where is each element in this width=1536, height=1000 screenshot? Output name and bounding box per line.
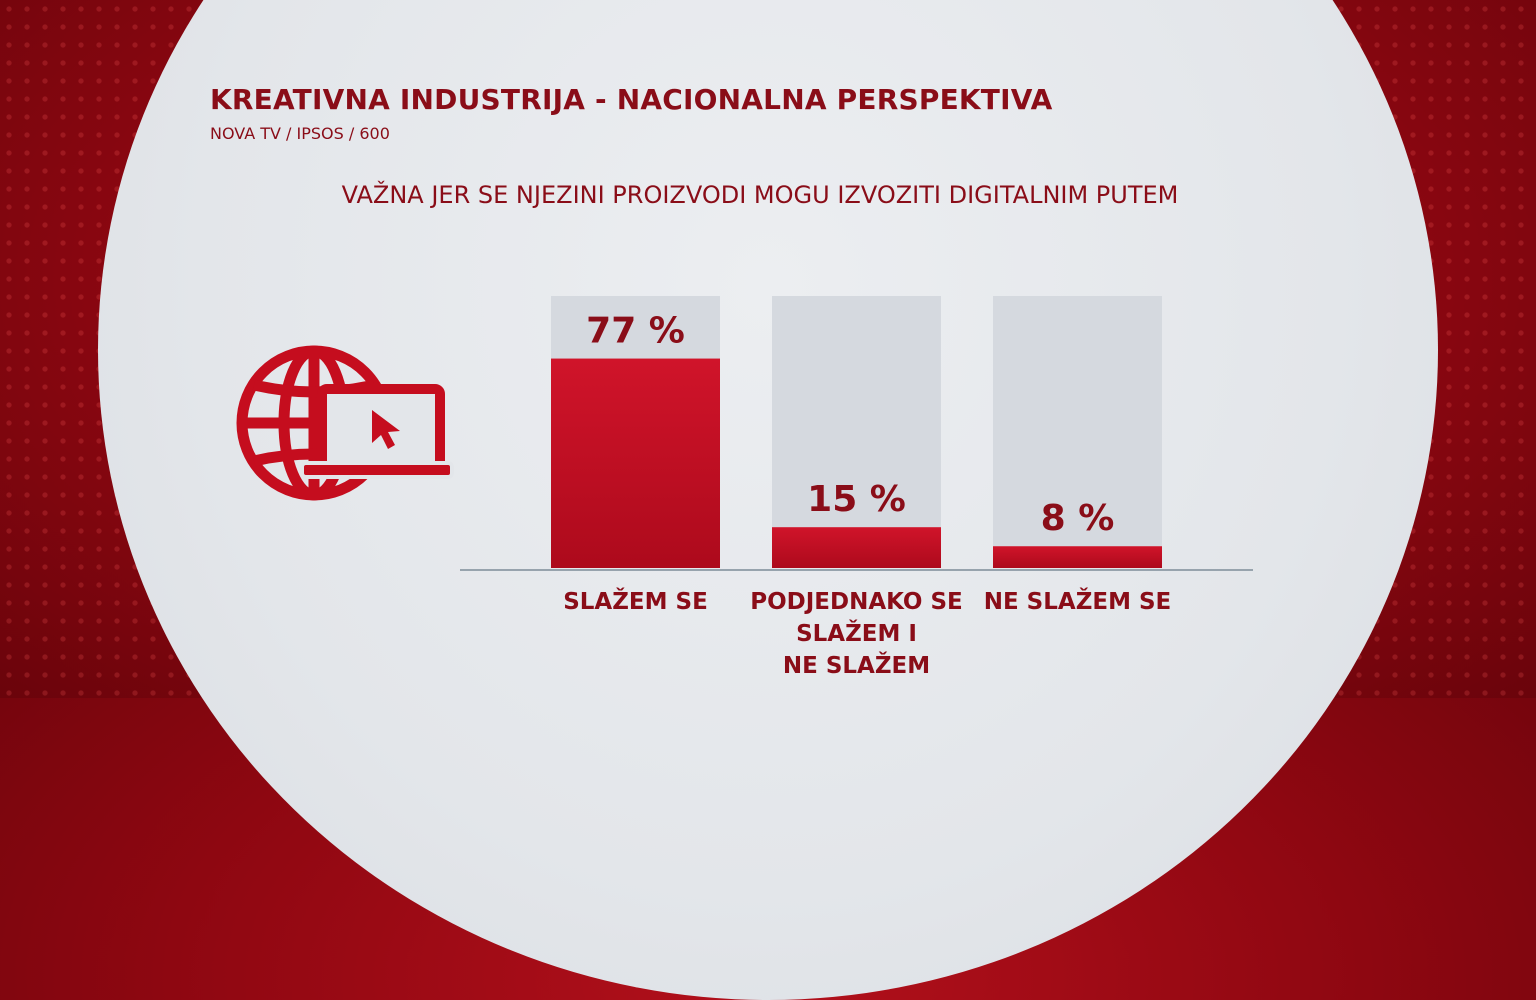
source-label: NOVA TV / IPSOS / 600	[210, 124, 390, 143]
bar-value-label: 8 %	[1041, 498, 1115, 539]
bar-track	[772, 296, 941, 568]
category-label: PODJEDNAKO SE	[750, 589, 963, 615]
page-title: KREATIVNA INDUSTRIJA - NACIONALNA PERSPE…	[210, 83, 1053, 116]
bar-track	[993, 296, 1162, 568]
category-label: NE SLAŽEM SE	[984, 587, 1172, 615]
globe-laptop-cursor-icon	[236, 345, 454, 501]
category-label: SLAŽEM I	[796, 619, 917, 647]
category-label: SLAŽEM SE	[563, 587, 708, 615]
bar-chart: 77 % SLAŽEM SE 15 % PODJEDNAKO SE SLAŽEM I NE…	[460, 296, 1253, 679]
bar	[772, 527, 941, 568]
bar-value-label: 77 %	[586, 311, 685, 352]
bar	[993, 546, 1162, 568]
survey-question: VAŽNA JER SE NJEZINI PROIZVODI MOGU IZVO…	[341, 181, 1179, 209]
category-label: NE SLAŽEM	[783, 651, 930, 679]
bar-value-label: 15 %	[807, 479, 906, 520]
bar	[551, 358, 720, 568]
